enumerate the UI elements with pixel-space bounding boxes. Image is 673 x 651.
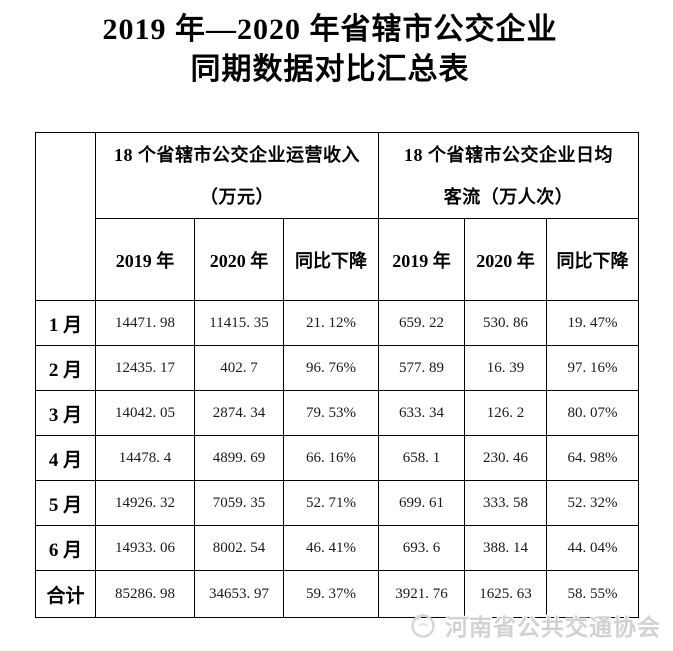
sub-header-ridership-decline: 同比下降 bbox=[546, 218, 640, 301]
table-cell: 633. 34 bbox=[378, 390, 466, 436]
table-cell: 85286. 98 bbox=[95, 570, 195, 618]
table-row-total: 合计 85286. 98 34653. 97 59. 37% 3921. 76 … bbox=[35, 570, 640, 618]
table-cell: 230. 46 bbox=[464, 435, 548, 481]
table-cell: 7059. 35 bbox=[194, 480, 284, 526]
watermark-text: 河南省公共交通协会 bbox=[445, 615, 661, 640]
group-header-revenue: 18 个省辖市公交企业运营收入 （万元） bbox=[94, 132, 380, 219]
table-cell: 126. 2 bbox=[464, 390, 548, 436]
table-cell: 11415. 35 bbox=[194, 300, 284, 346]
table-cell: 14926. 32 bbox=[95, 480, 195, 526]
table-cell: 14478. 4 bbox=[95, 435, 195, 481]
table-cell: 16. 39 bbox=[464, 345, 548, 391]
table-row-feb: 2 月 12435. 17 402. 7 96. 76% 577. 89 16.… bbox=[35, 345, 640, 391]
table-cell: 59. 37% bbox=[282, 570, 380, 618]
page-title-line1: 2019 年—2020 年省辖市公交企业 bbox=[102, 13, 558, 46]
table-row-jan: 1 月 14471. 98 11415. 35 21. 12% 659. 22 … bbox=[35, 300, 640, 346]
table-cell: 66. 16% bbox=[282, 435, 380, 481]
table-row-jun: 6 月 14933. 06 8002. 54 46. 41% 693. 6 38… bbox=[35, 525, 640, 571]
row-label: 1 月 bbox=[35, 300, 96, 346]
sub-header-revenue-2020: 2020 年 bbox=[194, 218, 284, 301]
table-cell: 64. 98% bbox=[546, 435, 640, 481]
table-row-may: 5 月 14926. 32 7059. 35 52. 71% 699. 61 3… bbox=[35, 480, 640, 526]
table-cell: 52. 32% bbox=[546, 480, 640, 526]
table-cell: 699. 61 bbox=[378, 480, 466, 526]
table-row-mar: 3 月 14042. 05 2874. 34 79. 53% 633. 34 1… bbox=[35, 390, 640, 436]
sub-header-ridership-2020: 2020 年 bbox=[464, 218, 548, 301]
group-header-ridership-line1: 18 个省辖市公交企业日均 bbox=[404, 144, 614, 165]
table-cell: 80. 07% bbox=[546, 390, 640, 436]
table-cell: 693. 6 bbox=[378, 525, 466, 571]
table-sub-header-row: 2019 年 2020 年 同比下降 2019 年 2020 年 同比下降 bbox=[36, 218, 640, 301]
table-cell: 46. 41% bbox=[282, 525, 380, 571]
watermark: 河南省公共交通协会 bbox=[408, 608, 661, 642]
row-label: 2 月 bbox=[35, 345, 96, 391]
sub-header-ridership-2019: 2019 年 bbox=[378, 218, 466, 301]
row-label: 4 月 bbox=[35, 435, 96, 481]
table-cell: 577. 89 bbox=[378, 345, 466, 391]
table-cell: 21. 12% bbox=[282, 300, 380, 346]
table-cell: 96. 76% bbox=[282, 345, 380, 391]
table-cell: 97. 16% bbox=[546, 345, 640, 391]
table-cell: 4899. 69 bbox=[194, 435, 284, 481]
table-cell: 402. 7 bbox=[194, 345, 284, 391]
row-label: 3 月 bbox=[35, 390, 96, 436]
association-logo-icon bbox=[411, 614, 435, 638]
row-label: 6 月 bbox=[35, 525, 96, 571]
table-cell: 44. 04% bbox=[546, 525, 640, 571]
table-cell: 530. 86 bbox=[464, 300, 548, 346]
table-cell: 12435. 17 bbox=[95, 345, 195, 391]
table-group-header-row: 18 个省辖市公交企业运营收入 （万元） 18 个省辖市公交企业日均 客流（万人… bbox=[35, 132, 640, 301]
table-cell: 8002. 54 bbox=[194, 525, 284, 571]
table-cell: 19. 47% bbox=[546, 300, 640, 346]
row-label: 5 月 bbox=[35, 480, 96, 526]
sub-header-revenue-2019: 2019 年 bbox=[95, 218, 195, 301]
table-cell: 14471. 98 bbox=[95, 300, 195, 346]
table-row-apr: 4 月 14478. 4 4899. 69 66. 16% 658. 1 230… bbox=[35, 435, 640, 481]
sub-header-revenue-decline: 同比下降 bbox=[282, 218, 380, 301]
table-cell: 79. 53% bbox=[282, 390, 380, 436]
table-cell: 58. 55% bbox=[546, 570, 640, 618]
group-header-revenue-line1: 18 个省辖市公交企业运营收入 bbox=[114, 144, 360, 165]
table-cell: 2874. 34 bbox=[194, 390, 284, 436]
table-cell: 658. 1 bbox=[378, 435, 466, 481]
group-header-ridership: 18 个省辖市公交企业日均 客流（万人次） bbox=[378, 132, 640, 219]
table-cell: 34653. 97 bbox=[194, 570, 284, 618]
table-cell: 14933. 06 bbox=[95, 525, 195, 571]
corner-cell bbox=[35, 132, 96, 301]
page-title: 2019 年—2020 年省辖市公交企业 同期数据对比汇总表 bbox=[0, 10, 660, 90]
group-header-revenue-line2: （万元） bbox=[200, 186, 274, 207]
table-cell: 388. 14 bbox=[464, 525, 548, 571]
table-cell: 333. 58 bbox=[464, 480, 548, 526]
comparison-table: 18 个省辖市公交企业运营收入 （万元） 18 个省辖市公交企业日均 客流（万人… bbox=[35, 132, 640, 618]
table-cell: 659. 22 bbox=[378, 300, 466, 346]
row-label: 合计 bbox=[35, 570, 96, 618]
table-cell: 52. 71% bbox=[282, 480, 380, 526]
table-cell: 14042. 05 bbox=[95, 390, 195, 436]
group-header-ridership-line2: 客流（万人次） bbox=[443, 186, 574, 207]
page-title-line2: 同期数据对比汇总表 bbox=[190, 53, 470, 86]
